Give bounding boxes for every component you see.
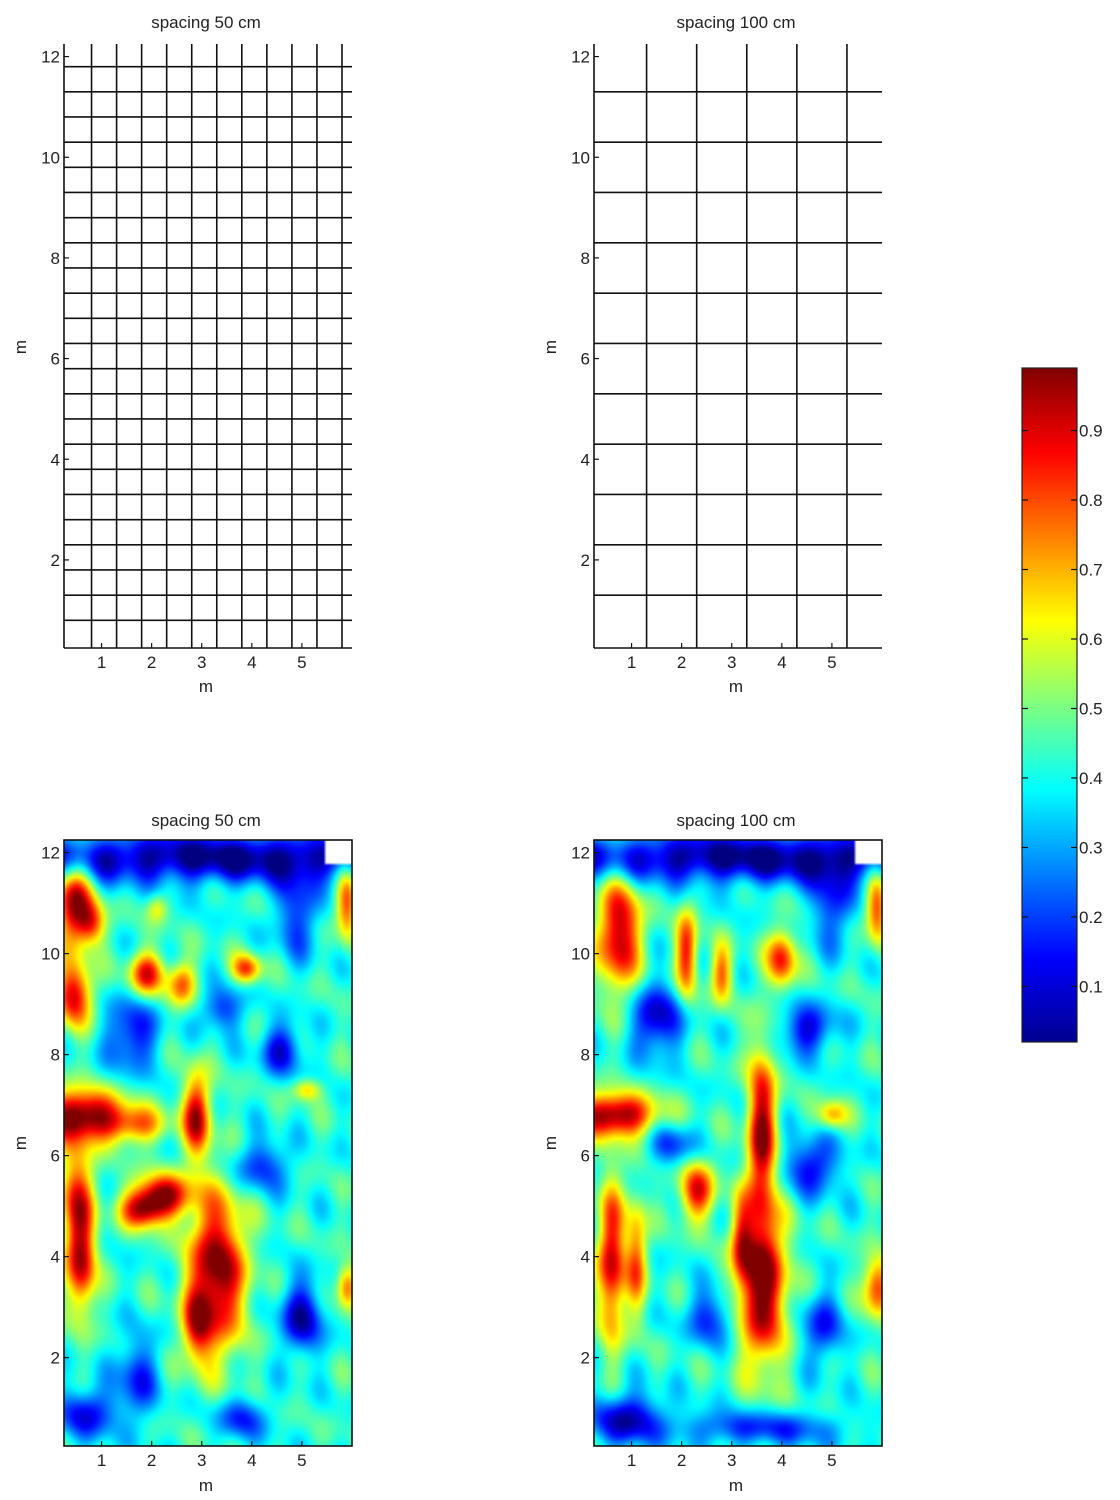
colorbar-ticks: 0.1 0.2 0.3 0.4 0.5 0.6 0.7 0.8 0.9 — [1022, 422, 1103, 996]
y-tick-label: 2 — [581, 551, 590, 570]
chart-title: spacing 100 cm — [676, 13, 795, 32]
y-tick-label: 8 — [51, 249, 60, 268]
colorbar-tick-label: 0.3 — [1079, 838, 1103, 857]
y-tick-label: 8 — [51, 1046, 60, 1065]
x-tick-label: 4 — [777, 653, 786, 672]
x-ticks: 1 2 3 4 5 — [97, 1441, 307, 1470]
x-tick-label: 2 — [677, 1451, 686, 1470]
x-axis-label: m — [199, 677, 213, 696]
horizontal-grid-lines — [594, 91, 882, 596]
x-tick-label: 2 — [677, 653, 686, 672]
x-tick-label: 1 — [97, 1451, 106, 1470]
y-tick-label: 12 — [41, 48, 60, 67]
y-tick-label: 4 — [581, 1248, 590, 1267]
y-tick-label: 10 — [41, 945, 60, 964]
x-tick-label: 4 — [247, 1451, 256, 1470]
x-axis-label: m — [199, 1476, 213, 1495]
colorbar-tick-label: 0.7 — [1079, 561, 1103, 580]
x-tick-label: 4 — [247, 653, 256, 672]
x-tick-label: 3 — [197, 1451, 206, 1470]
y-axis-label: m — [11, 1136, 30, 1150]
x-axis-label: m — [729, 677, 743, 696]
chart-title: spacing 50 cm — [151, 13, 261, 32]
y-tick-label: 12 — [571, 48, 590, 67]
axes — [63, 839, 353, 1447]
y-tick-label: 10 — [41, 148, 60, 167]
y-tick-label: 10 — [571, 148, 590, 167]
x-tick-label: 3 — [727, 653, 736, 672]
y-ticks: 2 4 6 8 10 12 — [571, 844, 599, 1368]
y-tick-label: 2 — [581, 1349, 590, 1368]
x-tick-label: 1 — [627, 1451, 636, 1470]
vertical-grid-lines — [90, 44, 343, 648]
x-tick-label: 1 — [97, 653, 106, 672]
colorbar: 0.1 0.2 0.3 0.4 0.5 0.6 0.7 0.8 0.9 — [1021, 367, 1103, 1043]
y-tick-label: 12 — [571, 844, 590, 863]
x-tick-label: 2 — [147, 1451, 156, 1470]
colorbar-tick-label: 0.8 — [1079, 491, 1103, 510]
y-tick-label: 12 — [41, 844, 60, 863]
x-tick-label: 5 — [297, 1451, 306, 1470]
x-tick-label: 5 — [827, 653, 836, 672]
y-ticks: 2 4 6 8 10 12 — [41, 48, 69, 570]
horizontal-grid-lines — [64, 65, 352, 622]
colorbar-tick-label: 0.2 — [1079, 908, 1103, 927]
axes — [593, 839, 883, 1447]
y-ticks: 2 4 6 8 10 12 — [41, 844, 69, 1368]
y-tick-label: 2 — [51, 551, 60, 570]
vertical-grid-lines — [645, 44, 848, 648]
colorbar-tick-label: 0.1 — [1079, 977, 1103, 996]
x-tick-label: 3 — [727, 1451, 736, 1470]
heatmap-image — [64, 840, 352, 1446]
x-ticks: 1 2 3 4 5 — [627, 643, 837, 672]
axes — [63, 44, 352, 649]
y-tick-label: 8 — [581, 249, 590, 268]
y-tick-label: 4 — [51, 450, 60, 469]
y-tick-label: 4 — [581, 450, 590, 469]
y-axis-label: m — [541, 1136, 560, 1150]
y-ticks: 2 4 6 8 10 12 — [571, 48, 599, 570]
x-ticks: 1 2 3 4 5 — [97, 643, 307, 672]
x-tick-label: 2 — [147, 653, 156, 672]
y-tick-label: 6 — [51, 1147, 60, 1166]
y-tick-label: 6 — [581, 350, 590, 369]
axes-frame — [63, 839, 353, 1447]
y-tick-label: 8 — [581, 1046, 590, 1065]
y-tick-label: 2 — [51, 1349, 60, 1368]
colorbar-tick-label: 0.6 — [1079, 630, 1103, 649]
colorbar-gradient — [1021, 367, 1078, 1043]
colorbar-tick-label: 0.5 — [1079, 699, 1103, 718]
x-axis-label: m — [729, 1476, 743, 1495]
y-axis-label: m — [541, 340, 560, 354]
y-tick-label: 10 — [571, 945, 590, 964]
colorbar-tick-label: 0.4 — [1079, 769, 1103, 788]
x-ticks: 1 2 3 4 5 — [627, 1441, 837, 1470]
x-tick-label: 5 — [827, 1451, 836, 1470]
heatmap-image — [594, 840, 882, 1446]
x-tick-label: 1 — [627, 653, 636, 672]
chart-title: spacing 100 cm — [676, 811, 795, 830]
y-tick-label: 4 — [51, 1248, 60, 1267]
y-tick-label: 6 — [581, 1147, 590, 1166]
chart-title: spacing 50 cm — [151, 811, 261, 830]
y-tick-label: 6 — [51, 350, 60, 369]
colorbar-tick-label: 0.9 — [1079, 422, 1103, 441]
y-axis-label: m — [11, 340, 30, 354]
x-tick-label: 3 — [197, 653, 206, 672]
axes-frame — [593, 839, 883, 1447]
axes — [593, 44, 882, 649]
x-tick-label: 5 — [297, 653, 306, 672]
x-tick-label: 4 — [777, 1451, 786, 1470]
